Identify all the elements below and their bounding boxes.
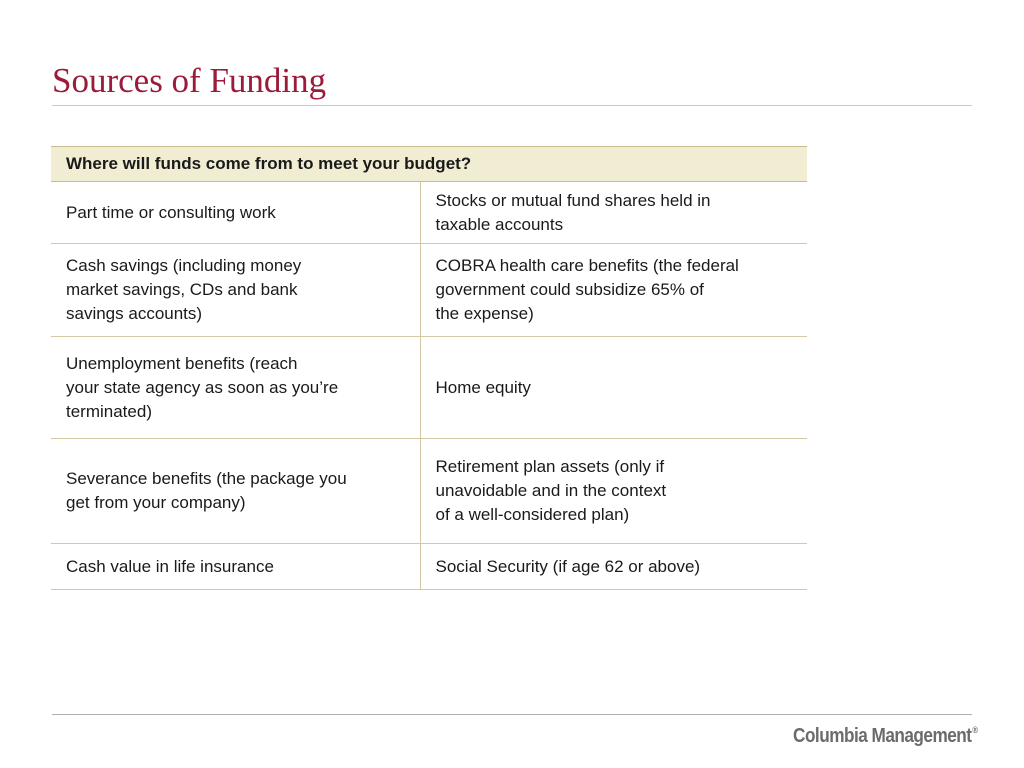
brand-logo: Columbia Management® xyxy=(793,723,978,749)
table-header-row: Where will funds come from to meet your … xyxy=(51,146,808,182)
funding-source-cell: Social Security (if age 62 or above) xyxy=(420,543,808,590)
funding-source-cell: Home equity xyxy=(420,336,808,439)
trademark-symbol: ® xyxy=(972,725,979,735)
funding-sources-table: Where will funds come from to meet your … xyxy=(51,146,808,590)
funding-source-cell: Severance benefits (the package you get … xyxy=(51,438,421,544)
title-divider xyxy=(52,105,972,106)
table-row: Severance benefits (the package you get … xyxy=(51,438,808,544)
funding-source-cell: Stocks or mutual fund shares held in tax… xyxy=(420,181,808,244)
table-header: Where will funds come from to meet your … xyxy=(51,146,808,182)
slide-title: Sources of Funding xyxy=(52,61,327,100)
table-row: Cash savings (including money market sav… xyxy=(51,243,808,337)
brand-name: Columbia Management xyxy=(793,725,972,747)
table-row: Part time or consulting work Stocks or m… xyxy=(51,181,808,244)
table-row: Cash value in life insurance Social Secu… xyxy=(51,543,808,590)
funding-source-cell: Cash savings (including money market sav… xyxy=(51,243,421,337)
funding-source-cell: Retirement plan assets (only if unavoida… xyxy=(420,438,808,544)
funding-source-cell: Cash value in life insurance xyxy=(51,543,421,590)
funding-source-cell: Unemployment benefits (reach your state … xyxy=(51,336,421,439)
footer-divider xyxy=(52,714,972,715)
table-row: Unemployment benefits (reach your state … xyxy=(51,336,808,439)
funding-source-cell: COBRA health care benefits (the federal … xyxy=(420,243,808,337)
funding-source-cell: Part time or consulting work xyxy=(51,181,421,244)
